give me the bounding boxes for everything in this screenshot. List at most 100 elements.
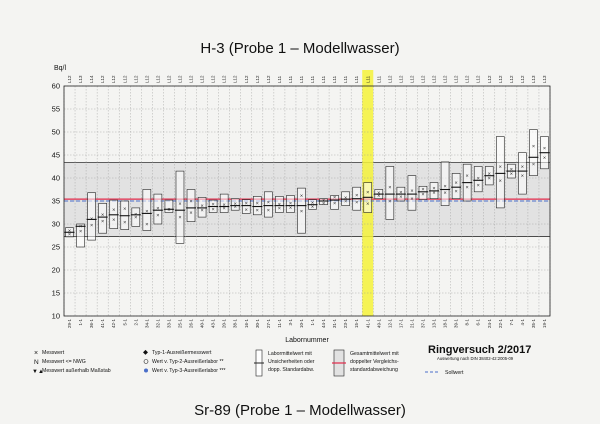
messwert-point: × [101,212,104,218]
x-tick-label: 43-1 [211,319,216,329]
x-tick-label: 21-1 [409,319,414,329]
y-tick-label: 50 [52,128,60,137]
top-tick-label: L12 [420,75,425,83]
messwert-point: × [267,200,270,206]
legend-typ2: Wert v. Typ-2-Ausreißerlabor ** [152,359,224,365]
y-tick-label: 60 [52,82,60,91]
messwert-point: × [112,217,115,223]
x-tick-label: 35-1 [531,319,536,329]
top-tick-label: L12 [200,75,205,83]
lab-box [496,136,505,209]
legend-labmean-1: Labormittelwert mit [268,351,312,357]
messwert-marker-icon: × [34,350,38,357]
x-tick-label: 23-1 [343,319,348,329]
messwert-point: × [123,220,126,226]
top-tick-label: L12 [387,75,392,83]
top-tick-label: L12 [255,75,260,83]
x-tick-label: 25-1 [177,319,182,329]
messwert-point: × [455,181,458,187]
x-tick-label: 30-1 [255,319,260,329]
tick-label-layer: 10 15 20 25 30 35 40 45 50 55 60 L12 29-1 L13 1-1 L14 36… [52,75,547,328]
x-tick-label: 41-1 [100,319,105,329]
lab-box [286,195,295,213]
messwert-point: × [477,176,480,182]
lab-box [241,199,251,214]
x-tick-label: 7-1 [509,319,514,326]
messwert-point: × [68,228,71,234]
top-tick-label: L12 [177,75,182,83]
lab-box [87,192,96,241]
nwg-marker-icon: N [34,359,39,366]
top-tick-label: L12 [244,75,249,83]
x-tick-label: 3-1 [288,319,293,326]
x-tick-label: 40-1 [200,319,205,329]
y-tick-label: 55 [52,105,60,114]
messwert-point: × [432,191,435,197]
x-tick-label: 34-1 [144,319,149,329]
messwert-point: × [200,204,203,210]
legend-messwert: Messwert [42,350,65,356]
y-tick-label: 15 [52,289,60,298]
messwert-point: × [123,206,126,212]
x-tick-label: 6-1 [476,319,481,326]
top-tick-label: L12 [465,75,470,83]
top-tick-label: L12 [233,75,238,83]
top-tick-label: L12 [189,75,194,83]
y-tick-label: 40 [52,174,60,183]
messwert-point: × [521,165,524,171]
box-layer: ×× ×× ×× ×××××××××××× ×××××××××××× ××××××××××… [64,129,550,248]
messwert-point: × [167,208,170,214]
top-tick-label: L14 [89,75,94,83]
top-tick-label: L12 [155,75,160,83]
legend-labmean-3: dopp. Standardabw. [268,367,314,373]
x-tick-label: 4-1 [520,319,525,326]
messwert-point: × [200,208,203,214]
x-tick-label: 10-1 [299,319,304,329]
lab-box [219,193,229,213]
top-tick-label: L12 [166,75,171,83]
messwert-point: × [178,215,181,221]
legend-overall-3: standardabweichung [350,367,398,373]
messwert-point: × [399,194,402,200]
messwert-point: × [278,202,281,208]
x-tick-label: 11-1 [277,319,282,328]
x-tick-label: 41-1 [365,319,370,329]
messwert-point: × [532,162,535,168]
messwert-point: × [189,211,192,217]
top-tick-label: L12 [443,75,448,83]
x-tick-label: 12-1 [387,319,392,329]
x-tick-label: 19-1 [542,319,547,329]
messwert-point: × [311,200,314,206]
messwert-point: × [510,171,513,177]
messwert-point: × [466,174,469,180]
top-tick-label: L12 [409,75,414,83]
legend-nwg: Messwert <= NWG [42,359,86,365]
y-axis-label: Bq/l [54,65,67,72]
lab-box [76,223,85,248]
lab-box [518,152,527,195]
x-tick-label: 15-1 [354,319,359,329]
messwert-point: × [499,178,502,184]
auswertung-label: Auswertung nach DIN 38402-42:2005-09 [437,356,514,361]
messwert-point: × [510,167,513,173]
top-tick-label: L11 [354,75,359,83]
top-tick-label: L12 [476,75,481,83]
top-tick-label: L11 [321,75,326,83]
messwert-point: × [355,200,358,206]
messwert-point: × [300,209,303,215]
top-tick-label: L12 [67,75,72,83]
messwert-point: × [443,184,446,190]
legend-typ3: Wert v. Typ-3-Ausreißerlabor *** [152,368,226,374]
x-tick-label: 8-1 [465,319,470,326]
messwert-point: × [388,199,391,205]
y-tick-label: 45 [52,151,60,160]
out-of-scale-marker-icon: ▼▲ [32,369,44,375]
lab-box [153,193,163,225]
messwert-point: × [421,187,424,193]
messwert-point: × [477,183,480,189]
lab-box [529,129,538,176]
ringversuch-label: Ringversuch 2/2017 [428,344,531,356]
top-tick-label: L12 [520,75,525,83]
messwert-point: × [289,201,292,207]
